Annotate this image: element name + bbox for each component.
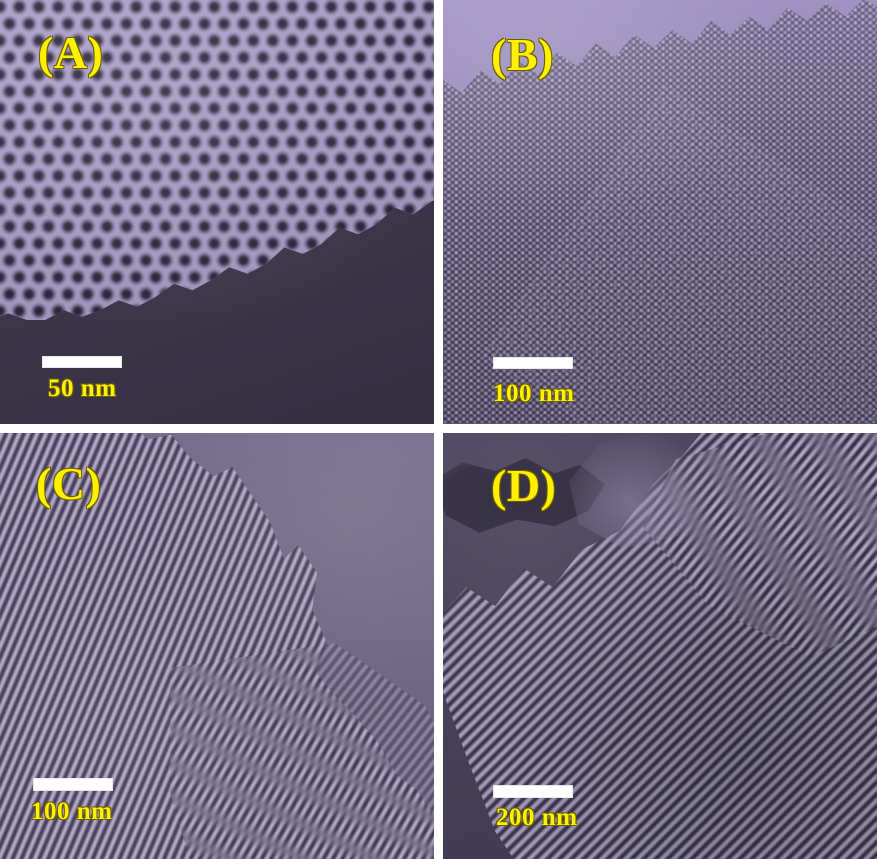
panel-a: (A) 50 nm xyxy=(0,0,434,424)
scale-bar-label-c: 100 nm xyxy=(31,798,113,825)
panel-label-a: (A) xyxy=(38,27,104,78)
panel-b: (B) 100 nm xyxy=(443,0,877,424)
panel-c: (C) 100 nm xyxy=(0,433,434,859)
scale-bar-d xyxy=(493,785,573,798)
scale-bar-label-a: 50 nm xyxy=(48,375,117,402)
dot-lattice-domain-primary xyxy=(443,0,877,424)
scale-bar-a xyxy=(42,356,122,368)
scale-bar-c xyxy=(33,778,113,791)
scale-bar-label-d: 200 nm xyxy=(496,804,578,831)
panel-label-c: (C) xyxy=(36,458,102,509)
panel-d: (D) 200 nm xyxy=(443,433,877,859)
panel-label-d: (D) xyxy=(491,460,557,511)
panel-label-b: (B) xyxy=(491,29,554,80)
scale-bar-b xyxy=(493,357,573,369)
scale-bar-label-b: 100 nm xyxy=(493,380,575,407)
